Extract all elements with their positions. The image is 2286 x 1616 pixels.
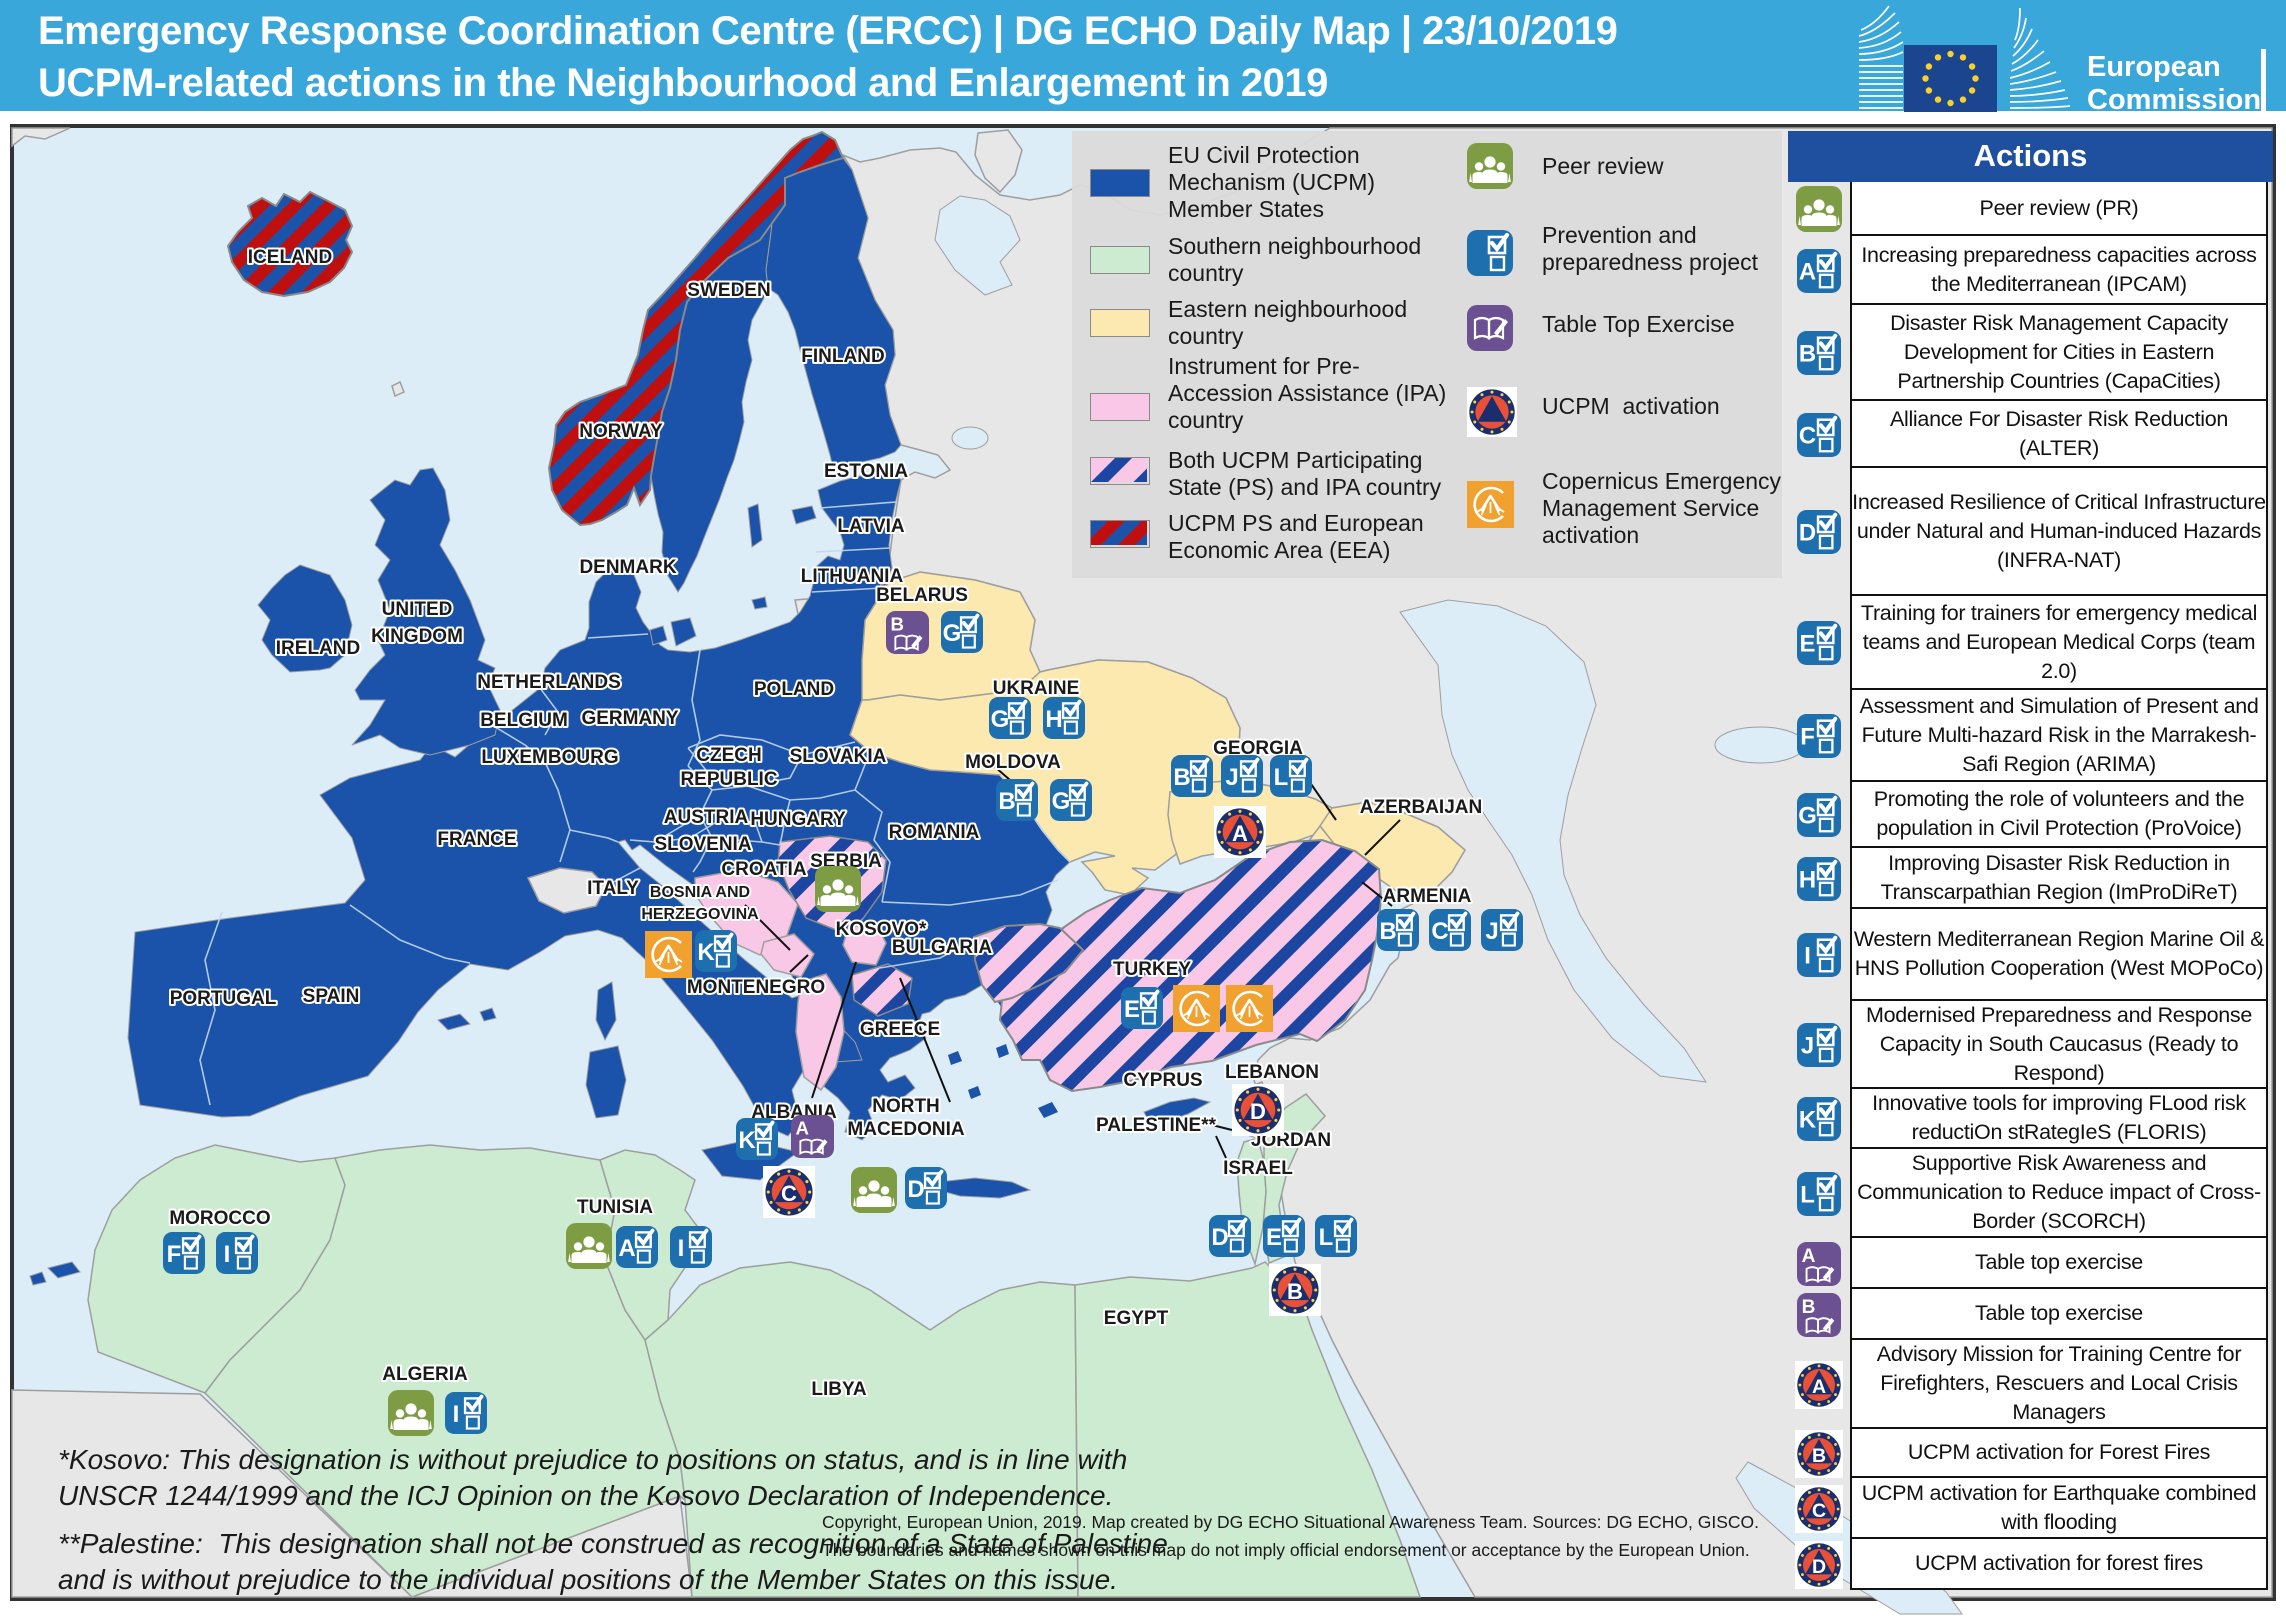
svg-text:IRELAND: IRELAND (276, 638, 360, 659)
svg-text:SLOVENIA: SLOVENIA (654, 834, 751, 855)
svg-text:D: D (1250, 1099, 1266, 1124)
svg-text:H: H (1799, 866, 1816, 893)
svg-text:B: B (1173, 764, 1190, 791)
svg-text:Commission: Commission (2087, 84, 2261, 116)
svg-text:G: G (1052, 788, 1071, 815)
svg-text:L: L (1274, 764, 1289, 791)
svg-text:BELARUS: BELARUS (876, 585, 968, 606)
svg-text:POLAND: POLAND (754, 679, 834, 700)
svg-text:AUSTRIA: AUSTRIA (664, 807, 749, 828)
svg-text:GREECE: GREECE (860, 1019, 940, 1040)
svg-text:BULGARIA: BULGARIA (892, 937, 993, 958)
svg-text:ITALY: ITALY (587, 878, 639, 899)
svg-text:DENMARK: DENMARK (579, 557, 676, 578)
svg-text:European: European (2087, 51, 2221, 83)
svg-text:SLOVAKIA: SLOVAKIA (790, 746, 887, 767)
svg-text:C: C (1799, 422, 1816, 449)
svg-text:F: F (167, 1241, 182, 1268)
svg-text:SPAIN: SPAIN (303, 986, 360, 1007)
svg-text:TURKEY: TURKEY (1113, 959, 1191, 980)
svg-text:K: K (697, 939, 715, 966)
svg-text:CROATIA: CROATIA (721, 859, 806, 880)
svg-text:E: E (1800, 631, 1816, 658)
svg-text:I: I (678, 1235, 685, 1262)
svg-text:TUNISIA: TUNISIA (577, 1197, 653, 1218)
svg-text:B: B (1379, 918, 1396, 945)
svg-text:MACEDONIA: MACEDONIA (847, 1119, 964, 1140)
svg-text:BELGIUM: BELGIUM (480, 710, 568, 731)
svg-text:UKRAINE: UKRAINE (993, 678, 1080, 699)
svg-text:B: B (998, 788, 1015, 815)
svg-text:FINLAND: FINLAND (801, 346, 884, 367)
svg-text:ARMENIA: ARMENIA (1383, 886, 1472, 907)
svg-text:H: H (1045, 706, 1062, 733)
svg-text:F: F (1800, 724, 1815, 751)
svg-text:NORWAY: NORWAY (579, 421, 663, 442)
svg-text:EGYPT: EGYPT (1104, 1308, 1169, 1329)
svg-text:I: I (453, 1401, 460, 1428)
svg-text:HERZEGOVINA: HERZEGOVINA (641, 906, 759, 923)
svg-text:PORTUGAL: PORTUGAL (170, 988, 277, 1009)
svg-text:B: B (1799, 341, 1816, 368)
svg-text:ESTONIA: ESTONIA (824, 461, 908, 482)
svg-text:HUNGARY: HUNGARY (750, 809, 846, 830)
svg-text:G: G (991, 706, 1010, 733)
svg-text:D: D (1799, 520, 1816, 547)
svg-text:PALESTINE**: PALESTINE** (1096, 1115, 1217, 1136)
svg-text:A: A (1812, 1376, 1826, 1398)
svg-text:J: J (1225, 764, 1238, 791)
svg-text:I: I (224, 1241, 231, 1268)
svg-text:ROMANIA: ROMANIA (889, 822, 980, 843)
svg-text:I: I (1804, 943, 1811, 970)
svg-text:UNITED: UNITED (382, 599, 453, 620)
svg-text:D: D (1211, 1224, 1228, 1251)
svg-text:K: K (1799, 1107, 1817, 1134)
svg-text:D: D (907, 1176, 924, 1203)
svg-text:J: J (1801, 1033, 1814, 1060)
svg-text:CZECH: CZECH (696, 745, 761, 766)
svg-text:A: A (1232, 821, 1248, 846)
svg-text:NETHERLANDS: NETHERLANDS (477, 672, 621, 693)
svg-text:ISRAEL: ISRAEL (1223, 1158, 1293, 1179)
svg-text:E: E (1124, 996, 1140, 1023)
svg-text:L: L (1800, 1181, 1815, 1208)
svg-text:KOSOVO*: KOSOVO* (836, 919, 927, 940)
svg-text:J: J (1485, 918, 1498, 945)
svg-text:E: E (1266, 1224, 1282, 1251)
svg-text:KINGDOM: KINGDOM (371, 626, 463, 647)
svg-text:MONTENEGRO: MONTENEGRO (687, 977, 825, 998)
svg-text:LIBYA: LIBYA (811, 1379, 867, 1400)
svg-text:D: D (1812, 1556, 1826, 1578)
svg-text:FRANCE: FRANCE (437, 829, 516, 850)
svg-text:B: B (1287, 1279, 1303, 1304)
svg-text:CYPRUS: CYPRUS (1123, 1070, 1202, 1091)
svg-text:JORDAN: JORDAN (1251, 1130, 1331, 1151)
svg-text:ICELAND: ICELAND (248, 247, 332, 268)
svg-text:AZERBAIJAN: AZERBAIJAN (1360, 797, 1482, 818)
svg-text:MOROCCO: MOROCCO (169, 1208, 270, 1229)
svg-text:MOLDOVA: MOLDOVA (965, 752, 1061, 773)
svg-text:LITHUANIA: LITHUANIA (801, 566, 904, 587)
svg-text:LATVIA: LATVIA (837, 516, 904, 537)
svg-text:L: L (1319, 1224, 1334, 1251)
svg-text:BOSNIA AND: BOSNIA AND (650, 884, 750, 901)
svg-text:SWEDEN: SWEDEN (687, 280, 770, 301)
svg-text:B: B (1812, 1445, 1826, 1467)
svg-text:G: G (943, 620, 962, 647)
svg-text:ALGERIA: ALGERIA (382, 1364, 468, 1385)
svg-text:C: C (781, 1181, 797, 1206)
svg-text:REPUBLIC: REPUBLIC (680, 769, 777, 790)
svg-text:A: A (1799, 258, 1816, 285)
svg-text:NORTH: NORTH (872, 1096, 940, 1117)
svg-text:G: G (1798, 803, 1817, 830)
svg-text:C: C (1812, 1500, 1826, 1522)
svg-text:LEBANON: LEBANON (1225, 1062, 1319, 1083)
svg-text:GERMANY: GERMANY (581, 708, 678, 729)
svg-text:C: C (1431, 918, 1448, 945)
svg-text:A: A (618, 1235, 635, 1262)
svg-text:K: K (738, 1127, 756, 1154)
svg-text:LUXEMBOURG: LUXEMBOURG (481, 747, 618, 768)
